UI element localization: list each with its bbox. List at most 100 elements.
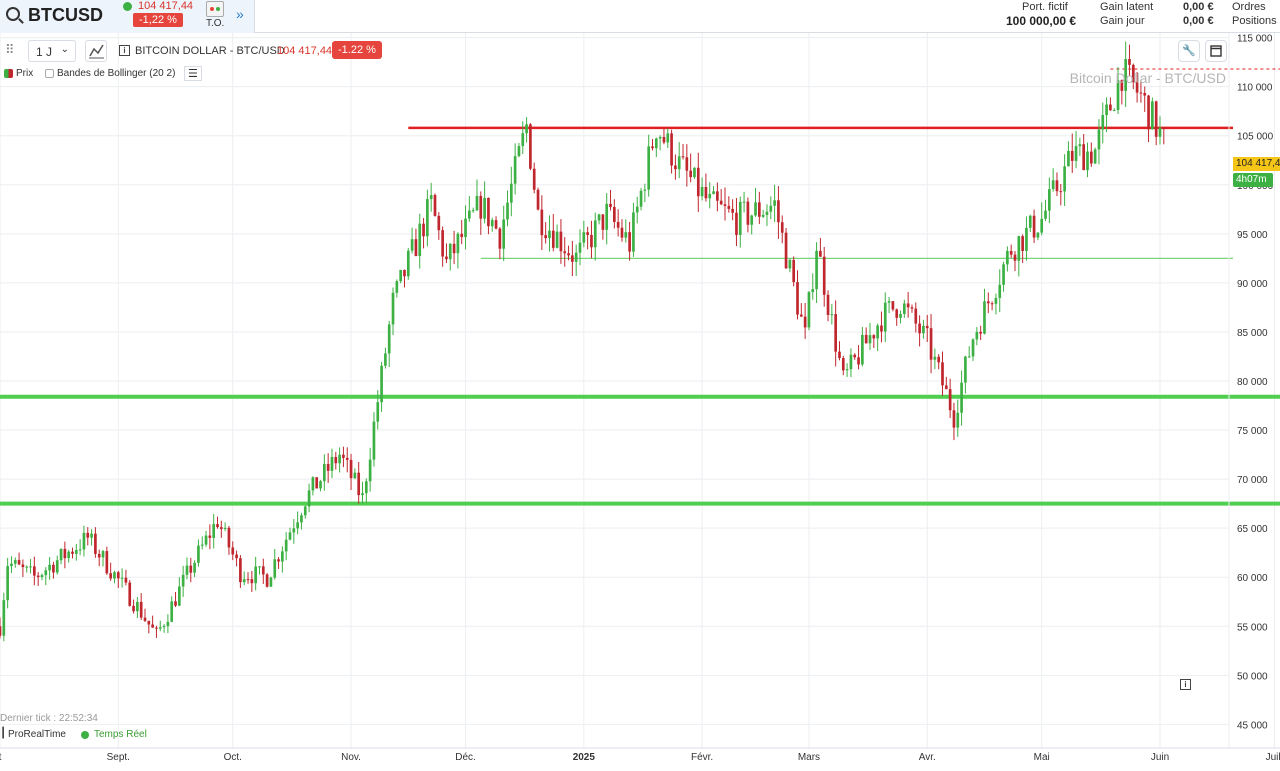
candle xyxy=(815,242,818,303)
search-icon[interactable] xyxy=(6,7,20,21)
candle-body xyxy=(155,627,158,629)
candle xyxy=(410,227,414,254)
candle xyxy=(1086,142,1089,178)
candle-body xyxy=(258,566,261,568)
candle xyxy=(1017,235,1021,277)
candle-body xyxy=(52,564,55,573)
candle-body xyxy=(349,459,353,479)
y-tick-label: 95 000 xyxy=(1237,230,1268,241)
candle-body xyxy=(880,325,883,332)
candle xyxy=(483,181,486,224)
bollinger-legend-swatch[interactable] xyxy=(45,69,54,78)
double-chevron-right-icon[interactable]: » xyxy=(236,6,244,22)
candle xyxy=(788,258,792,273)
candle xyxy=(891,301,895,312)
candle-body xyxy=(441,230,444,257)
candle xyxy=(323,454,326,491)
info-icon[interactable]: i xyxy=(119,45,130,56)
interval-selector[interactable]: 1 J ⌄ xyxy=(28,40,76,62)
candle xyxy=(494,216,498,230)
candle xyxy=(555,224,559,249)
candle-body xyxy=(590,234,593,248)
candle-body xyxy=(738,201,742,235)
bollinger-legend-label[interactable]: Bandes de Bollinger (20 2) xyxy=(57,68,176,79)
trading-order-icon[interactable] xyxy=(206,1,224,17)
candle xyxy=(880,311,883,343)
candle xyxy=(571,240,574,277)
candle-body xyxy=(647,146,651,190)
candle-body xyxy=(990,303,994,305)
candle xyxy=(113,570,116,584)
candle xyxy=(769,196,773,220)
candle xyxy=(597,213,601,225)
chart-type-button[interactable] xyxy=(85,40,107,62)
y-tick-label: 45 000 xyxy=(1237,720,1268,731)
candle-body xyxy=(216,524,219,528)
candle xyxy=(368,447,372,492)
candle xyxy=(853,353,857,360)
candle-body xyxy=(307,490,311,507)
wrench-icon[interactable]: 🔧 xyxy=(1178,40,1200,62)
candle-body xyxy=(139,601,143,618)
candle-body xyxy=(372,421,376,460)
candle xyxy=(128,580,132,607)
chart-info-icon[interactable]: i xyxy=(1180,679,1191,690)
candle-body xyxy=(578,242,582,253)
candle xyxy=(498,227,502,260)
candle xyxy=(40,573,44,581)
candle xyxy=(1006,246,1009,272)
candle-body xyxy=(563,251,567,254)
candle xyxy=(55,555,59,575)
candle xyxy=(1089,142,1093,167)
candle-body xyxy=(521,133,525,147)
trading-order-label[interactable]: T.O. xyxy=(206,18,225,29)
candle xyxy=(609,189,612,211)
candle-body xyxy=(700,186,704,197)
candle-body xyxy=(1074,146,1078,161)
price-legend-label[interactable]: Prix xyxy=(16,68,34,79)
symbol-name[interactable]: BTCUSD xyxy=(28,5,103,25)
list-icon[interactable]: ☰ xyxy=(184,66,202,81)
candle xyxy=(452,230,456,265)
candle-body xyxy=(1040,218,1044,233)
candle-body xyxy=(731,208,734,213)
candle xyxy=(1139,80,1143,103)
candle xyxy=(1070,133,1074,174)
candle-body xyxy=(586,232,589,235)
candle-body xyxy=(765,211,769,215)
candle-body xyxy=(174,601,177,606)
candle-body xyxy=(86,532,90,538)
candle xyxy=(67,549,71,563)
candle xyxy=(651,139,654,151)
candle-body xyxy=(342,454,345,458)
last-price-tag: 104 417,4 xyxy=(1233,157,1280,171)
candle-body xyxy=(754,202,757,216)
candle xyxy=(181,565,185,597)
drag-handle-icon[interactable]: ⠿ xyxy=(5,42,15,57)
symbol-search[interactable]: BTCUSD 104 417,44 -1,22 % T.O. » xyxy=(0,0,255,33)
candle-body xyxy=(490,220,494,227)
candle xyxy=(1002,261,1005,292)
candle-body xyxy=(872,335,876,339)
candle xyxy=(784,227,788,269)
ordres-link[interactable]: Ordres xyxy=(1232,1,1266,13)
candle xyxy=(700,177,704,201)
candle-body xyxy=(1028,215,1032,228)
candle-body xyxy=(197,545,200,563)
y-axis: 45 000 50 000 55 000 60 000 65 000 70 000 75 0… xyxy=(1228,33,1274,748)
y-tick-label: 90 000 xyxy=(1237,279,1268,290)
candle-body xyxy=(525,124,528,134)
positions-link[interactable]: Positions xyxy=(1232,15,1277,27)
candle-body xyxy=(948,389,952,411)
price-legend-swatch[interactable] xyxy=(4,69,13,78)
candle-icon: ┃ xyxy=(0,728,7,739)
window-icon[interactable] xyxy=(1205,40,1227,62)
candle-body xyxy=(979,331,982,334)
candle xyxy=(777,186,780,239)
candle-body xyxy=(1139,92,1143,94)
x-axis: t Sept. Oct. Nov. Déc. 2025 Févr. Mars Avr. Mai Ju… xyxy=(0,747,1280,763)
candle-body xyxy=(357,472,361,496)
candle-body xyxy=(1116,80,1120,111)
candle xyxy=(979,325,982,341)
